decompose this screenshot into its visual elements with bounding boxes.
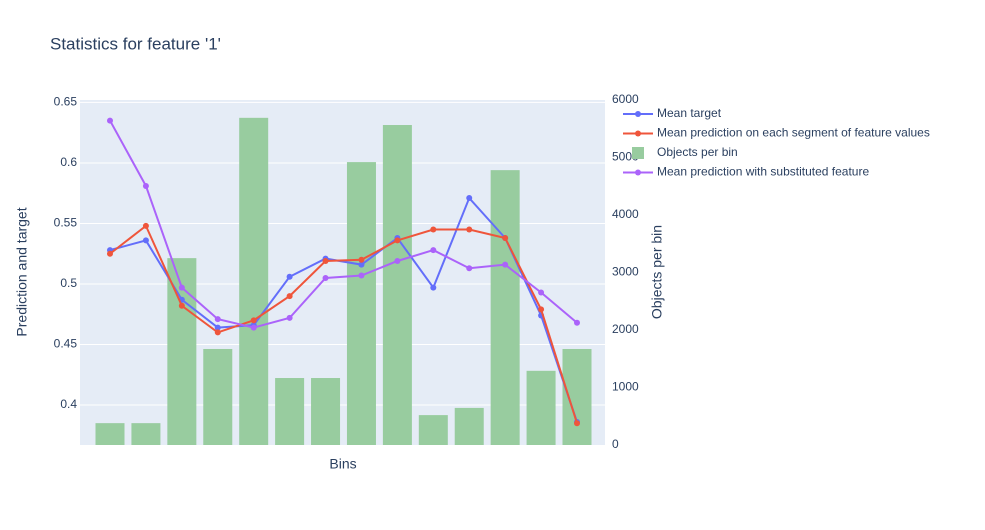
y2-tick-label: 0 [612, 437, 619, 451]
point [430, 284, 437, 291]
bar [454, 407, 484, 445]
point [466, 195, 473, 202]
point [502, 261, 509, 268]
line [109, 224, 578, 424]
point [178, 284, 185, 291]
point [214, 329, 221, 336]
plot-bg [80, 100, 605, 445]
y2-tick-label: 3000 [612, 265, 639, 279]
bar [346, 162, 376, 445]
point [214, 316, 221, 323]
bar [95, 423, 125, 445]
point [430, 226, 437, 233]
y-tick-label: 0.5 [60, 276, 77, 290]
point [142, 237, 149, 244]
bar [131, 423, 161, 445]
point [574, 319, 580, 326]
point [574, 420, 580, 427]
bar [311, 378, 341, 445]
y-tick-label: 0.45 [54, 337, 78, 351]
point [322, 274, 329, 281]
point [466, 226, 473, 233]
point [142, 182, 149, 189]
y2-tick-label: 6000 [612, 92, 639, 106]
bar [382, 125, 412, 445]
point [107, 250, 113, 257]
point [286, 273, 293, 280]
point [358, 272, 365, 279]
legend-swatch [635, 130, 641, 137]
legend-swatch [635, 111, 641, 117]
point [214, 324, 221, 331]
point [286, 314, 293, 321]
point [394, 237, 401, 244]
bar [203, 348, 233, 445]
point [142, 222, 149, 229]
line [109, 120, 578, 329]
y-tick-label: 0.4 [60, 397, 77, 411]
y2-tick-label: 2000 [612, 322, 639, 336]
point [250, 317, 257, 324]
point [358, 261, 365, 268]
legend-label: Objects per bin [657, 145, 738, 159]
y-tick-label: 0.65 [54, 95, 78, 109]
bar [562, 348, 592, 445]
y-tick-label: 0.6 [60, 155, 77, 169]
legend-label: Mean prediction with substituted feature [657, 165, 869, 179]
bar [526, 370, 556, 445]
point [538, 289, 545, 296]
point [358, 256, 365, 263]
bar [418, 415, 448, 445]
bar [490, 170, 520, 445]
legend-label: Mean target [657, 106, 722, 120]
y2-tick-label: 4000 [612, 207, 639, 221]
point [286, 293, 293, 300]
point [430, 247, 437, 254]
y-tick-label: 0.55 [54, 216, 78, 230]
bar [239, 117, 269, 445]
point [538, 306, 545, 313]
y-axis-label: Prediction and target [14, 207, 30, 336]
y2-tick-label: 1000 [612, 380, 639, 394]
point [466, 265, 473, 272]
point [107, 117, 113, 124]
legend-swatch [635, 169, 641, 176]
point [322, 258, 329, 264]
legend-swatch [632, 147, 644, 159]
point [394, 258, 401, 264]
point [250, 324, 257, 331]
point [502, 235, 509, 241]
bar [275, 378, 305, 445]
chart-title: Statistics for feature '1' [50, 34, 221, 53]
legend-label: Mean prediction on each segment of featu… [657, 126, 930, 140]
line [109, 196, 578, 423]
y2-axis-label: Objects per bin [649, 225, 665, 319]
x-axis-label: Bins [329, 456, 356, 472]
point [178, 302, 185, 309]
